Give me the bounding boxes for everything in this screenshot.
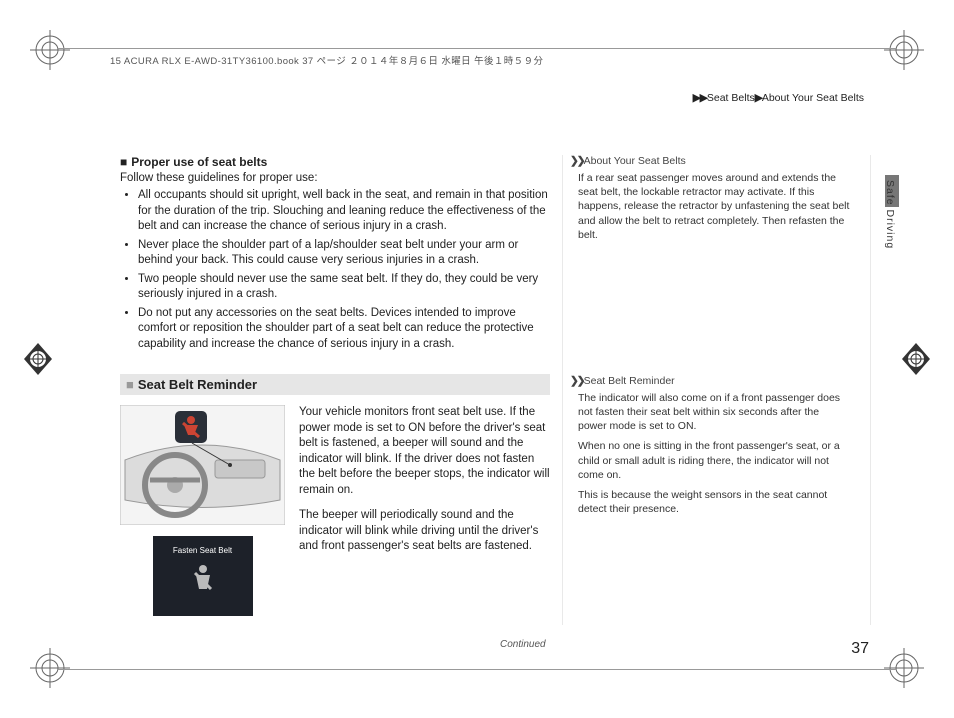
crop-mark-icon: [896, 339, 936, 379]
chevron-right-icon: ❯❯: [570, 155, 584, 167]
crop-mark-icon: [18, 339, 58, 379]
manual-page: 15 ACURA RLX E-AWD-31TY36100.book 37 ページ…: [0, 0, 954, 718]
sidebar-note-title: ❯❯About Your Seat Belts: [570, 155, 850, 167]
file-meta-text: 15 ACURA RLX E-AWD-31TY36100.book 37 ページ…: [110, 53, 543, 67]
dashboard-svg: [120, 405, 285, 525]
chevron-right-icon: ❯❯: [570, 375, 584, 387]
lead-text: Follow these guidelines for proper use:: [120, 172, 550, 184]
breadcrumb-item: About Your Seat Belts: [762, 92, 864, 104]
crop-line: [58, 669, 896, 670]
section-title: Proper use of seat belts: [120, 155, 550, 169]
crop-mark-icon: [884, 648, 924, 688]
indicator-caption: Fasten Seat Belt: [153, 546, 253, 555]
section-heading: ■ Seat Belt Reminder: [120, 374, 550, 395]
breadcrumb-item: Seat Belts: [707, 92, 755, 104]
dashboard-illustration: Fasten Seat Belt: [120, 405, 285, 616]
title-text: About Your Seat Belts: [584, 155, 686, 167]
guidelines-list: All occupants should sit upright, well b…: [120, 188, 550, 352]
list-item: Do not put any accessories on the seat b…: [138, 306, 550, 353]
sidebar-column: ❯❯About Your Seat Belts If a rear seat p…: [570, 155, 850, 534]
crop-mark-icon: [884, 30, 924, 70]
body-paragraph: Your vehicle monitors front seat belt us…: [299, 405, 550, 498]
seatbelt-icon: [153, 563, 253, 597]
page-number: 37: [851, 640, 869, 658]
note-paragraph: When no one is sitting in the front pass…: [578, 439, 850, 482]
crop-line: [58, 48, 896, 49]
main-column: Proper use of seat belts Follow these gu…: [120, 155, 550, 616]
note-paragraph: This is because the weight sensors in th…: [578, 488, 850, 516]
reminder-body: Your vehicle monitors front seat belt us…: [299, 405, 550, 616]
sidebar-note-body: If a rear seat passenger moves around an…: [570, 171, 850, 242]
sidebar-note-title: ❯❯Seat Belt Reminder: [570, 375, 850, 387]
column-divider: [562, 155, 563, 625]
crop-mark-icon: [30, 30, 70, 70]
indicator-popup: Fasten Seat Belt: [153, 536, 253, 616]
note-paragraph: The indicator will also come on if a fro…: [578, 391, 850, 434]
chevron-right-icon: ▶: [755, 92, 762, 104]
title-text: Seat Belt Reminder: [584, 375, 675, 387]
crop-mark-icon: [30, 648, 70, 688]
chevron-right-icon: ▶▶: [693, 92, 707, 104]
breadcrumb: ▶▶Seat Belts▶About Your Seat Belts: [693, 92, 864, 104]
list-item: Never place the shoulder part of a lap/s…: [138, 238, 550, 269]
sidebar-note-body: The indicator will also come on if a fro…: [570, 391, 850, 516]
section-label: Safe Driving: [884, 180, 896, 249]
note-paragraph: If a rear seat passenger moves around an…: [578, 171, 850, 242]
heading-text: Seat Belt Reminder: [138, 377, 257, 392]
square-bullet-icon: ■: [126, 377, 134, 392]
list-item: Two people should never use the same sea…: [138, 272, 550, 303]
list-item: All occupants should sit upright, well b…: [138, 188, 550, 235]
seat-belt-reminder-section: ■ Seat Belt Reminder: [120, 374, 550, 616]
margin-rule: [870, 155, 871, 625]
body-paragraph: The beeper will periodically sound and t…: [299, 508, 550, 555]
continued-label: Continued: [500, 639, 546, 650]
